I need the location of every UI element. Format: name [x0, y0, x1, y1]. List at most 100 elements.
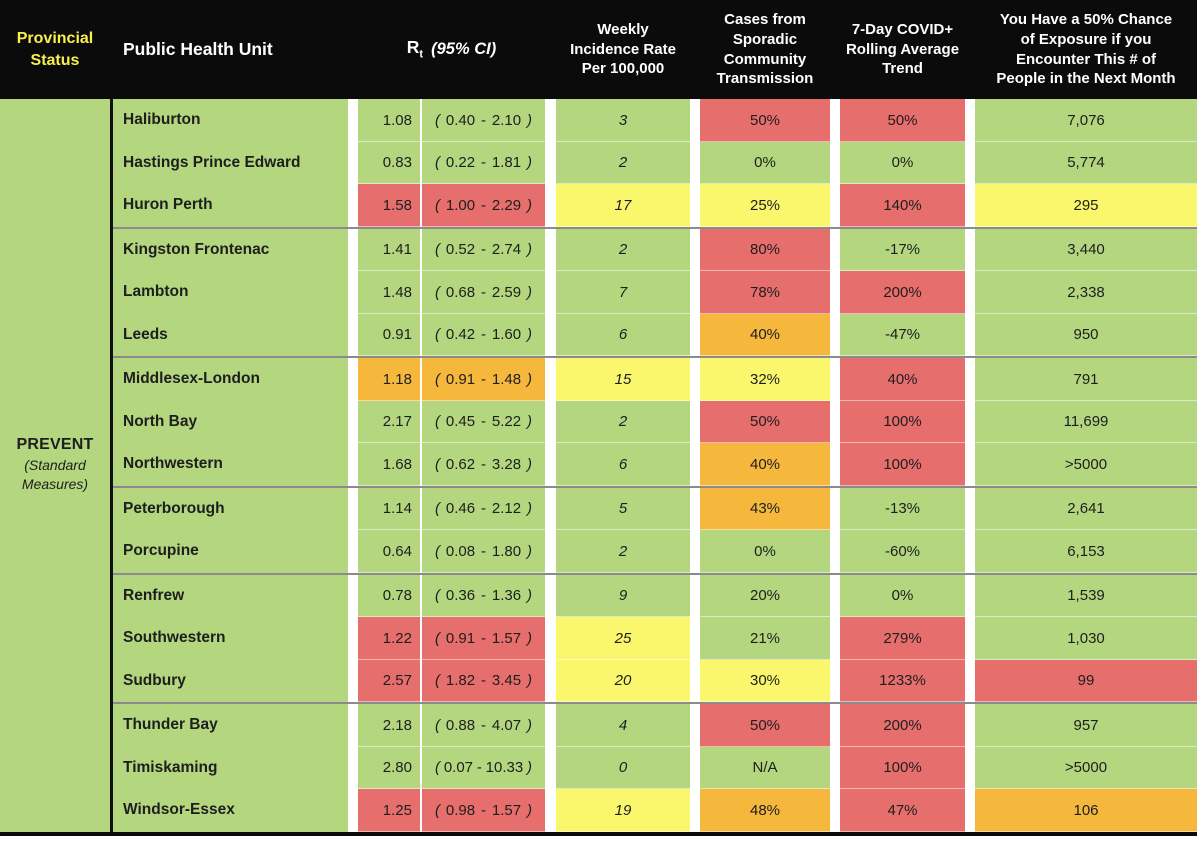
ci-paren: (	[435, 629, 440, 647]
table-row: Leeds 0.91(0.42-1.60) 6 40% -47% 950	[113, 313, 1197, 356]
ci-value: -	[480, 326, 486, 344]
table-row: Windsor-Essex 1.25(0.98-1.57) 19 48% 47% 106	[113, 789, 1197, 832]
ci-value: 2.29	[491, 196, 522, 214]
rt-value-cell: 1.22	[358, 617, 420, 660]
phu-name-cell: Peterborough	[113, 487, 348, 530]
exposure-count-cell: 1,539	[975, 574, 1197, 617]
rolling-average-cell: 0%	[840, 574, 965, 617]
weekly-incidence-cell: 20	[556, 659, 690, 702]
rt-value-cell: 1.68	[358, 443, 420, 486]
sporadic-transmission-cell: 30%	[700, 659, 830, 702]
ci-value: -	[480, 413, 486, 431]
ci-value: 1.36	[491, 587, 522, 605]
ci-paren: )	[526, 716, 532, 734]
sporadic-transmission-cell: 40%	[700, 313, 830, 356]
ci-paren: (	[435, 413, 440, 431]
exposure-count-cell: 1,030	[975, 617, 1197, 660]
rt-ci-cell: (0.52-2.74)	[422, 228, 545, 271]
rt-value-cell: 1.18	[358, 358, 420, 401]
rt-value-cell: 0.83	[358, 141, 420, 184]
weekly-incidence-cell: 17	[556, 184, 690, 227]
sporadic-transmission-cell: 48%	[700, 789, 830, 832]
rt-value-cell: 0.78	[358, 574, 420, 617]
provincial-status-cell: PREVENT (Standard Measures)	[0, 99, 110, 832]
exposure-count-cell: >5000	[975, 443, 1197, 486]
rolling-average-cell: 140%	[840, 184, 965, 227]
ci-paren: )	[526, 542, 532, 560]
table-row: Lambton 1.48(0.68-2.59) 7 78% 200% 2,338	[113, 271, 1197, 314]
phu-name-cell: North Bay	[113, 400, 348, 443]
weekly-incidence-cell: 2	[556, 141, 690, 184]
ci-paren: (	[435, 196, 440, 214]
ci-value: -	[480, 629, 486, 647]
ci-value: 1.81	[491, 154, 522, 172]
status-divider-line	[110, 99, 113, 832]
col-header-weekly-incidence: Weekly Incidence Rate Per 100,000	[570, 20, 676, 78]
ci-paren: (	[435, 542, 440, 560]
ci-value: 10.33	[485, 759, 524, 777]
rt-ci-cell: (0.42-1.60)	[422, 313, 545, 356]
weekly-incidence-cell: 9	[556, 574, 690, 617]
exposure-count-cell: 5,774	[975, 141, 1197, 184]
rt-ci-cell: (0.22-1.81)	[422, 141, 545, 184]
ci-value: 0.52	[445, 241, 476, 259]
ci-value: 2.59	[491, 283, 522, 301]
ci-value: 0.62	[445, 455, 476, 473]
table-row: Renfrew 0.78(0.36-1.36) 9 20% 0% 1,539	[113, 574, 1197, 617]
ci-value: 0.68	[445, 283, 476, 301]
group-separator	[113, 356, 1197, 358]
exposure-count-cell: 99	[975, 659, 1197, 702]
table-row: Timiskaming 2.80(0.07-10.33) 0 N/A 100% >5000	[113, 746, 1197, 789]
ci-value: -	[480, 587, 486, 605]
table-row: Middlesex-London 1.18(0.91-1.48) 15 32% 40% 7…	[113, 358, 1197, 401]
ci-value: 1.00	[445, 196, 476, 214]
rt-ci-cell: (0.91-1.48)	[422, 358, 545, 401]
sporadic-transmission-cell: N/A	[700, 746, 830, 789]
ci-paren: )	[526, 196, 532, 214]
ci-paren: )	[526, 111, 532, 129]
col-header-provincial-status: Provincial Status	[16, 30, 94, 69]
ci-paren: (	[435, 672, 440, 690]
phu-name-cell: Timiskaming	[113, 746, 348, 789]
col-header-rolling-average: 7-Day COVID+ Rolling Average Trend	[845, 20, 960, 78]
sporadic-transmission-cell: 50%	[700, 704, 830, 747]
ci-value: 0.36	[445, 587, 476, 605]
ci-value: -	[480, 542, 486, 560]
ci-value: -	[480, 455, 486, 473]
ci-value: -	[480, 241, 486, 259]
exposure-count-cell: 2,338	[975, 271, 1197, 314]
status-group-qualifier: (Standard Measures)	[21, 457, 89, 493]
ci-value: 0.22	[445, 154, 476, 172]
rolling-average-cell: 100%	[840, 443, 965, 486]
exposure-count-cell: 3,440	[975, 228, 1197, 271]
ci-paren: (	[435, 283, 440, 301]
weekly-incidence-cell: 6	[556, 443, 690, 486]
phu-name-cell: Hastings Prince Edward	[113, 141, 348, 184]
sporadic-transmission-cell: 50%	[700, 400, 830, 443]
sporadic-transmission-cell: 25%	[700, 184, 830, 227]
rt-ci-cell: (1.82-3.45)	[422, 659, 545, 702]
exposure-count-cell: 2,641	[975, 487, 1197, 530]
ci-value: 1.57	[491, 801, 522, 819]
ci-value: 1.60	[491, 326, 522, 344]
rt-value-cell: 1.48	[358, 271, 420, 314]
table-row: North Bay 2.17(0.45-5.22) 2 50% 100% 11,699	[113, 400, 1197, 443]
exposure-count-cell: >5000	[975, 746, 1197, 789]
ci-paren: (	[435, 759, 440, 777]
sporadic-transmission-cell: 21%	[700, 617, 830, 660]
rt-value-cell: 2.18	[358, 704, 420, 747]
rt-value-cell: 0.64	[358, 530, 420, 573]
ci-paren: (	[435, 241, 440, 259]
phu-name-cell: Windsor-Essex	[113, 789, 348, 832]
rt-value-cell: 2.17	[358, 400, 420, 443]
table-bottom-border	[0, 831, 1197, 836]
phu-name-cell: Lambton	[113, 271, 348, 314]
phu-name-cell: Southwestern	[113, 617, 348, 660]
table-row: Northwestern 1.68(0.62-3.28) 6 40% 100% >5000	[113, 443, 1197, 486]
sporadic-transmission-cell: 80%	[700, 228, 830, 271]
sporadic-transmission-cell: 0%	[700, 141, 830, 184]
phu-name-cell: Renfrew	[113, 574, 348, 617]
weekly-incidence-cell: 2	[556, 228, 690, 271]
weekly-incidence-cell: 15	[556, 358, 690, 401]
rt-ci-cell: (0.98-1.57)	[422, 789, 545, 832]
